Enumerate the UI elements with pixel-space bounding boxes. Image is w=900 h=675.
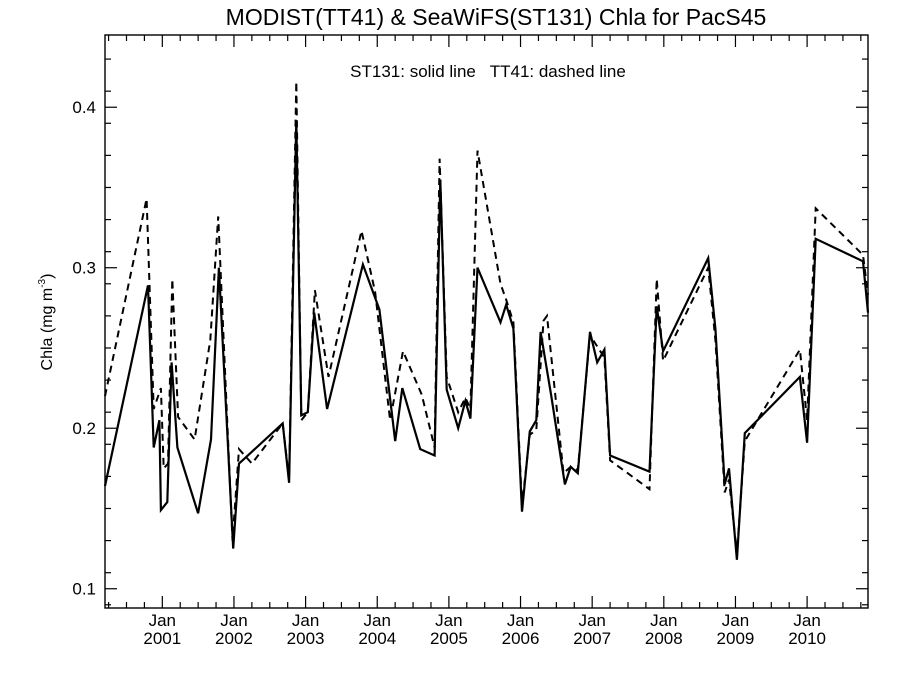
x-tick-month-label: Jan <box>292 611 319 630</box>
x-tick-month-label: Jan <box>435 611 462 630</box>
st131-solid-line <box>103 120 870 560</box>
y-tick-label: 0.4 <box>72 98 96 117</box>
y-tick-label: 0.3 <box>72 259 96 278</box>
x-tick-year-label: 2003 <box>287 629 325 648</box>
plot-frame <box>104 34 869 609</box>
tick-labels: 0.10.20.30.4Jan2001Jan2002Jan2003Jan2004… <box>72 98 826 648</box>
tt41-dashed-line <box>104 81 869 554</box>
x-tick-month-label: Jan <box>220 611 247 630</box>
x-tick-month-label: Jan <box>507 611 534 630</box>
x-tick-year-label: 2010 <box>788 629 826 648</box>
x-tick-year-label: 2005 <box>430 629 468 648</box>
x-tick-month-label: Jan <box>364 611 391 630</box>
x-tick-year-label: 2009 <box>717 629 755 648</box>
axis-ticks <box>105 35 868 608</box>
x-tick-month-label: Jan <box>149 611 176 630</box>
x-tick-year-label: 2002 <box>215 629 253 648</box>
y-tick-label: 0.1 <box>72 580 96 599</box>
x-tick-year-label: 2007 <box>573 629 611 648</box>
x-tick-month-label: Jan <box>578 611 605 630</box>
x-tick-month-label: Jan <box>722 611 749 630</box>
x-tick-year-label: 2001 <box>143 629 181 648</box>
x-tick-month-label: Jan <box>650 611 677 630</box>
data-series <box>103 81 870 560</box>
y-axis-label-close: ) <box>39 274 56 279</box>
y-axis-label: Chla (mg m-3) <box>37 274 56 371</box>
y-axis-label-superscript: -3 <box>37 278 48 287</box>
line-style-note: ST131: solid line TT41: dashed line <box>350 62 626 81</box>
x-tick-year-label: 2004 <box>358 629 396 648</box>
y-tick-label: 0.2 <box>72 419 96 438</box>
chart-title: MODIST(TT41) & SeaWiFS(ST131) Chla for P… <box>226 4 767 30</box>
x-tick-year-label: 2006 <box>502 629 540 648</box>
y-axis-label-main: Chla (mg m <box>39 288 56 371</box>
x-tick-year-label: 2008 <box>645 629 683 648</box>
x-tick-month-label: Jan <box>793 611 820 630</box>
